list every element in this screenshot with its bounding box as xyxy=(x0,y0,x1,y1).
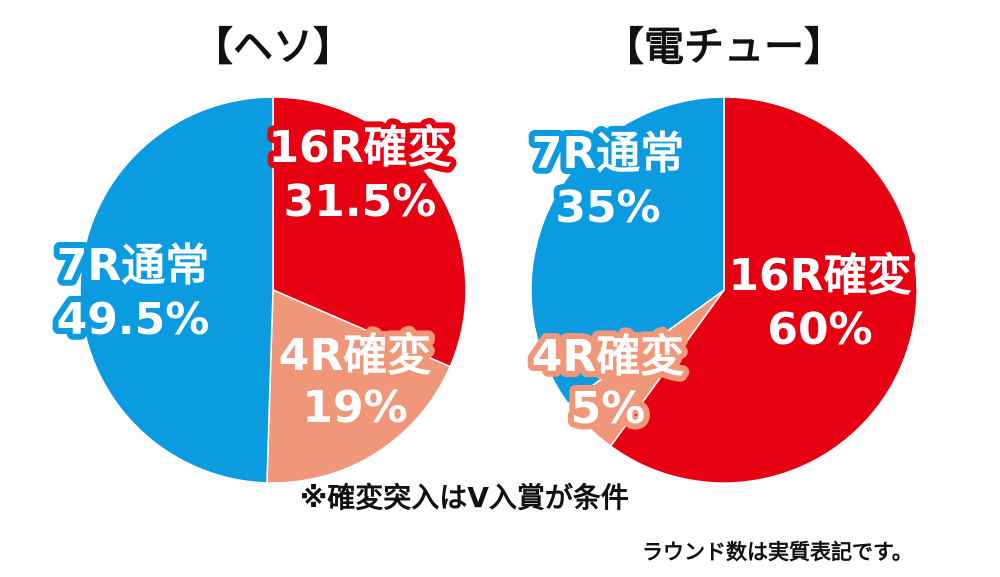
heso-slice-16r-value-label: 31.5% xyxy=(284,176,437,227)
heso-slice-4r xyxy=(266,288,452,484)
heso-slice-4r-name-label: 4R確変 xyxy=(279,330,432,381)
heso-chart-title: 【ヘソ】 xyxy=(193,24,353,70)
heso-slice-16r xyxy=(272,96,467,368)
denchu-slice-7r xyxy=(530,96,725,405)
heso-slice-7r xyxy=(79,96,274,484)
denchu-slice-16r-value-label: 60% xyxy=(767,304,872,355)
denchu-slice-16r xyxy=(609,96,918,484)
condition-note: ※確変突入はV入賞が条件 xyxy=(300,481,629,514)
round-count-note: ラウンド数は実質表記です。 xyxy=(642,540,913,564)
denchu-slice-7r-name-label: 7R通常 xyxy=(532,128,685,179)
denchu-slice-7r-value-label: 35% xyxy=(555,182,660,233)
heso-slice-7r-name-label: 7R通常 xyxy=(57,240,210,291)
denchu-slice-16r-name-label: 16R確変 xyxy=(728,250,911,301)
heso-slice-16r-name-label: 16R確変 xyxy=(268,122,451,173)
heso-slice-4r-value-label: 19% xyxy=(302,382,407,433)
heso-slice-7r-value-label: 49.5% xyxy=(57,294,210,345)
denchu-slice-4r-value-label: 5% xyxy=(571,383,646,434)
denchu-chart-title: 【電チュー】 xyxy=(604,24,844,70)
denchu-slice-4r-name-label: 4R確変 xyxy=(532,331,685,382)
